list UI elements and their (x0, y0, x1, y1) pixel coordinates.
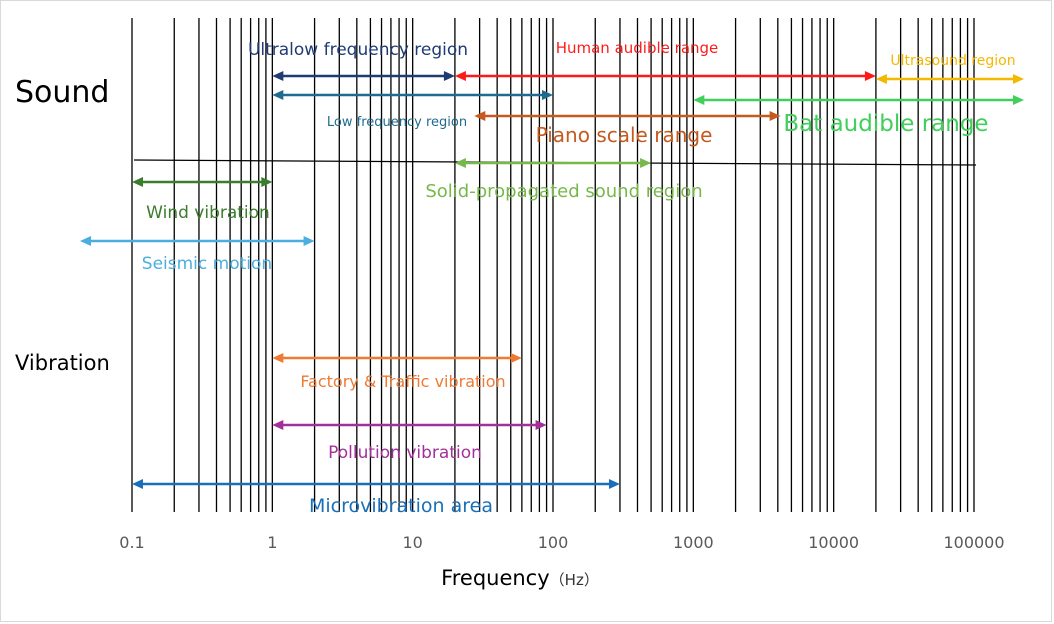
range-arrowhead-left (80, 236, 91, 246)
x-tick-label: 100 (538, 533, 569, 552)
range-label-microvibration-area: Microvibration area (309, 495, 493, 517)
x-axis-title: Frequency（Hz） (441, 566, 599, 590)
range-label-ultrasound-region: Ultrasound region (890, 53, 1015, 69)
range-label-solid-propagated-sound-region: Solid-propagated sound region (425, 181, 702, 202)
range-label-bat-audible-range: Bat audible range (783, 111, 988, 137)
range-arrowhead-right (608, 479, 620, 489)
range-arrowhead-right (1013, 74, 1024, 84)
range-arrowhead-left (132, 177, 143, 187)
range-arrowhead-right (303, 236, 315, 246)
x-tick-label: 10 (402, 533, 422, 552)
range-arrowhead-left (474, 111, 486, 121)
x-tick-label: 0.1 (119, 533, 144, 552)
range-arrowhead-right (510, 353, 522, 363)
group-label-sound: Sound (15, 75, 109, 110)
range-arrowhead-left (875, 74, 887, 84)
group-label-vibration: Vibration (15, 351, 110, 375)
range-arrowhead-right (1013, 95, 1024, 105)
range-label-pollution-vibration: Pollution vibration (328, 443, 482, 463)
range-arrowhead-left (272, 90, 284, 100)
range-arrowhead-right (769, 111, 781, 121)
x-tick-label: 1 (267, 533, 277, 552)
range-label-low-frequency-region: Low frequency region (327, 115, 467, 130)
range-arrowhead-left (272, 71, 284, 81)
range-arrowhead-left (454, 71, 466, 81)
x-tick-label: 10000 (808, 533, 859, 552)
x-axis-title-text: Frequency (441, 566, 550, 590)
range-arrowhead-left (693, 95, 705, 105)
range-arrowhead-right (443, 71, 455, 81)
range-arrowhead-left (272, 420, 284, 430)
range-label-factory-traffic-vibration: Factory & Traffic vibration (300, 372, 505, 391)
range-arrowhead-left (454, 158, 466, 168)
range-label-wind-vibration: Wind vibration (146, 203, 270, 223)
range-label-human-audible-range: Human audible range (556, 39, 719, 57)
x-tick-label: 1000 (673, 533, 714, 552)
range-arrowhead-right (535, 420, 547, 430)
range-arrowhead-right (542, 90, 553, 100)
range-arrowhead-left (272, 353, 284, 363)
range-label-seismic-motion: Seismic motion (142, 254, 272, 274)
range-arrowhead-left (132, 479, 143, 489)
range-label-ultralow-frequency-region: Ultralow frequency region (248, 40, 468, 60)
range-label-piano-scale-range: Piano scale range (536, 123, 713, 147)
range-arrowhead-right (864, 71, 876, 81)
range-arrowhead-right (640, 158, 652, 168)
range-arrowhead-right (261, 177, 273, 187)
x-tick-label: 100000 (943, 533, 1004, 552)
x-axis-unit: （Hz） (550, 571, 599, 589)
